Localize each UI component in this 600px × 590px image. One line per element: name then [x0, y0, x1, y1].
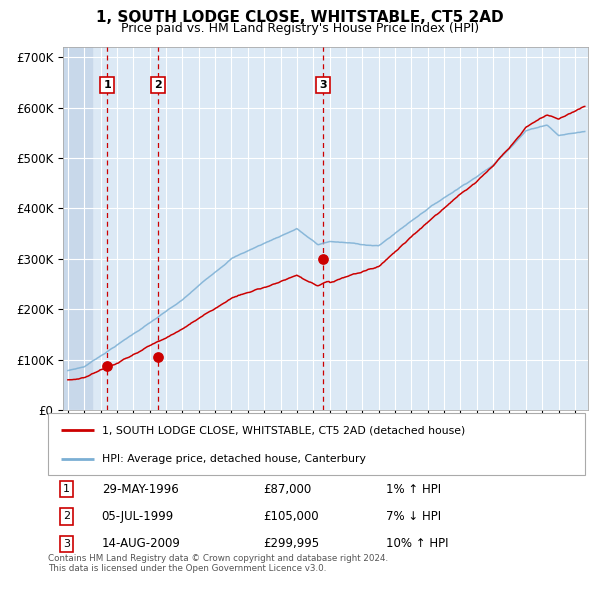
Text: Contains HM Land Registry data © Crown copyright and database right 2024.
This d: Contains HM Land Registry data © Crown c… — [48, 554, 388, 573]
Point — [319, 254, 328, 264]
Text: 2: 2 — [63, 512, 70, 522]
Text: £299,995: £299,995 — [263, 537, 319, 550]
Text: 3: 3 — [63, 539, 70, 549]
Point — [103, 362, 112, 371]
Text: 1, SOUTH LODGE CLOSE, WHITSTABLE, CT5 2AD: 1, SOUTH LODGE CLOSE, WHITSTABLE, CT5 2A… — [96, 10, 504, 25]
Text: £105,000: £105,000 — [263, 510, 319, 523]
Text: 7% ↓ HPI: 7% ↓ HPI — [386, 510, 442, 523]
Point — [153, 352, 163, 362]
Text: 1% ↑ HPI: 1% ↑ HPI — [386, 483, 442, 496]
Text: HPI: Average price, detached house, Canterbury: HPI: Average price, detached house, Cant… — [102, 454, 365, 464]
Text: 1: 1 — [63, 484, 70, 494]
Text: 05-JUL-1999: 05-JUL-1999 — [102, 510, 174, 523]
Text: 29-MAY-1996: 29-MAY-1996 — [102, 483, 178, 496]
Text: 2: 2 — [154, 80, 162, 90]
Text: 1: 1 — [103, 80, 111, 90]
Bar — [63, 47, 92, 410]
Text: £87,000: £87,000 — [263, 483, 311, 496]
Text: 14-AUG-2009: 14-AUG-2009 — [102, 537, 181, 550]
Text: 1, SOUTH LODGE CLOSE, WHITSTABLE, CT5 2AD (detached house): 1, SOUTH LODGE CLOSE, WHITSTABLE, CT5 2A… — [102, 425, 465, 435]
Text: 3: 3 — [320, 80, 327, 90]
Text: Price paid vs. HM Land Registry's House Price Index (HPI): Price paid vs. HM Land Registry's House … — [121, 22, 479, 35]
Text: 10% ↑ HPI: 10% ↑ HPI — [386, 537, 449, 550]
FancyBboxPatch shape — [48, 413, 585, 475]
